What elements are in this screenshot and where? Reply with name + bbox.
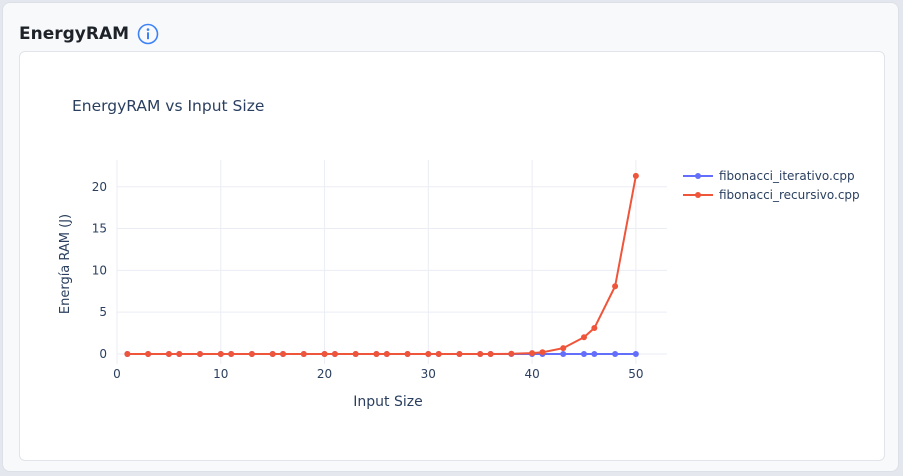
y-tick-label: 20 (92, 180, 107, 194)
grid-layer (116, 160, 667, 364)
tick-layer: 0 10 20 30 40 50 0 5 10 15 20 (92, 180, 644, 381)
y-axis-label: Energía RAM (J) (58, 214, 73, 314)
data-point[interactable] (404, 350, 411, 357)
series-fibonacci-recursivo-cpp (124, 172, 639, 357)
chart-panel: EnergyRAM vs Input Size 0 10 20 30 40 50 0 5 10 1… (19, 51, 885, 461)
data-point[interactable] (435, 350, 442, 357)
data-point[interactable] (580, 334, 587, 341)
y-tick-label: 0 (99, 347, 107, 361)
legend-label: fibonacci_iterativo.cpp (719, 169, 855, 183)
data-point[interactable] (487, 350, 494, 357)
data-point[interactable] (591, 325, 598, 332)
x-tick-label: 40 (524, 367, 539, 381)
series-line (127, 175, 637, 355)
card-header: EnergyRAM (19, 21, 159, 47)
data-point[interactable] (352, 350, 359, 357)
data-point[interactable] (529, 350, 536, 357)
data-point[interactable] (124, 350, 131, 357)
data-point[interactable] (176, 350, 183, 357)
x-tick-label: 30 (421, 367, 436, 381)
legend-marker (695, 173, 701, 179)
data-point[interactable] (560, 350, 567, 357)
legend-item[interactable]: fibonacci_recursivo.cpp (683, 188, 860, 202)
data-point[interactable] (280, 350, 287, 357)
data-point[interactable] (321, 350, 328, 357)
x-axis-label: Input Size (353, 394, 422, 410)
legend-item[interactable]: fibonacci_iterativo.cpp (683, 169, 855, 183)
x-tick-label: 20 (317, 367, 332, 381)
data-point[interactable] (612, 350, 619, 357)
data-point[interactable] (477, 350, 484, 357)
energyram-chart: EnergyRAM vs Input Size 0 10 20 30 40 50 0 5 10 1… (58, 97, 860, 410)
data-point[interactable] (539, 349, 546, 356)
y-tick-label: 15 (92, 222, 107, 236)
data-point[interactable] (145, 350, 152, 357)
x-tick-label: 0 (113, 367, 121, 381)
card-title: EnergyRAM (19, 24, 130, 44)
x-tick-label: 50 (628, 367, 643, 381)
data-point[interactable] (228, 350, 235, 357)
data-point[interactable] (425, 350, 432, 357)
data-point[interactable] (456, 350, 463, 357)
data-point[interactable] (560, 345, 567, 352)
data-point[interactable] (300, 350, 307, 357)
data-point[interactable] (508, 350, 515, 357)
data-point[interactable] (269, 350, 276, 357)
x-tick-label: 10 (213, 367, 228, 381)
data-point[interactable] (165, 350, 172, 357)
data-point[interactable] (331, 350, 338, 357)
data-point[interactable] (580, 350, 587, 357)
data-point[interactable] (373, 350, 380, 357)
data-point[interactable] (632, 172, 639, 179)
data-point[interactable] (217, 350, 224, 357)
legend-label: fibonacci_recursivo.cpp (719, 188, 860, 202)
data-point[interactable] (591, 350, 598, 357)
series-layer (124, 172, 639, 357)
legend: fibonacci_iterativo.cpp fibonacci_recursi… (683, 169, 860, 202)
chart-title: EnergyRAM vs Input Size (72, 97, 264, 115)
data-point[interactable] (632, 350, 639, 357)
data-point[interactable] (383, 350, 390, 357)
data-point[interactable] (197, 350, 204, 357)
info-circle-icon[interactable] (137, 23, 159, 45)
legend-marker (695, 192, 701, 198)
data-point[interactable] (248, 350, 255, 357)
y-tick-label: 5 (99, 305, 107, 319)
y-tick-label: 10 (92, 263, 107, 277)
data-point[interactable] (612, 283, 619, 290)
